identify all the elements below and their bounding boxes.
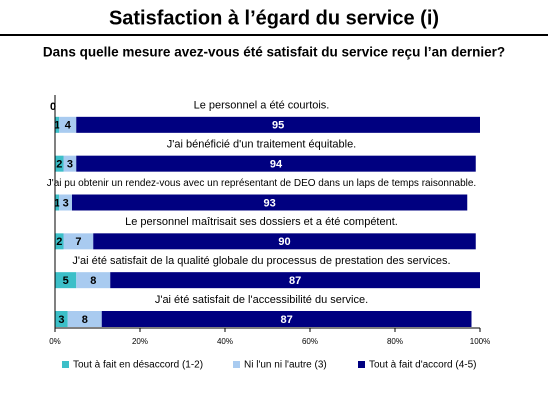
data-label: 8 xyxy=(82,314,88,326)
data-label: 1 xyxy=(54,197,60,209)
legend-label: Tout à fait d'accord (4-5) xyxy=(369,360,477,371)
data-label: 3 xyxy=(58,314,64,326)
category-label: J'ai été satisfait de la qualité globale… xyxy=(72,255,450,267)
data-label: 5 xyxy=(63,275,69,287)
data-label: 3 xyxy=(63,197,69,209)
bar-segment xyxy=(76,116,480,133)
legend-swatch xyxy=(233,361,240,368)
data-label: 90 xyxy=(278,236,290,248)
data-label: 95 xyxy=(272,120,284,132)
bar-segment xyxy=(63,155,77,172)
bar-segment xyxy=(67,311,102,327)
data-label: 4 xyxy=(65,120,72,132)
bar-segment xyxy=(55,233,64,250)
bar-segment xyxy=(59,116,77,133)
category-label: J'ai été satisfait de l'accessibilité du… xyxy=(155,294,368,306)
legend-swatch xyxy=(358,361,365,368)
data-label: 8 xyxy=(90,275,96,287)
data-label: 93 xyxy=(264,197,276,209)
bar-segment xyxy=(59,194,72,211)
data-label: 2 xyxy=(56,159,62,171)
x-tick-label: 20% xyxy=(132,337,148,346)
bar-segment xyxy=(55,116,60,133)
category-label: Le personnel maîtrisait ses dossiers et … xyxy=(125,216,398,228)
data-label: 87 xyxy=(289,275,301,287)
data-label: 87 xyxy=(281,314,293,326)
bar-segment xyxy=(72,194,468,211)
x-tick-label: 60% xyxy=(302,337,318,346)
bar-segment xyxy=(55,272,77,289)
data-label: 3 xyxy=(67,159,73,171)
data-label: 1 xyxy=(54,120,60,132)
category-label: J'ai pu obtenir un rendez-vous avec un r… xyxy=(47,178,476,189)
category-label: Le personnel a été courtois. xyxy=(194,100,330,112)
legend-label: Ni l'un ni l'autre (3) xyxy=(244,360,327,371)
data-label: 7 xyxy=(75,236,81,248)
data-label: 94 xyxy=(270,159,283,171)
bar-segment xyxy=(110,272,480,289)
legend-swatch xyxy=(62,361,69,368)
data-label: 2 xyxy=(56,236,62,248)
legend-label: Tout à fait en désaccord (1-2) xyxy=(73,360,203,371)
bar-segment xyxy=(101,311,472,327)
chart-title: Satisfaction à l’égard du service (i) xyxy=(109,7,439,29)
x-tick-label: 100% xyxy=(470,337,490,346)
x-tick-label: 40% xyxy=(217,337,233,346)
x-tick-label: 0% xyxy=(49,337,61,346)
annotation: 0 xyxy=(50,101,56,113)
bar-segment xyxy=(93,233,476,250)
bar-segment xyxy=(55,155,64,172)
bar-segment xyxy=(76,272,111,289)
chart-subtitle: Dans quelle mesure avez-vous été satisfa… xyxy=(43,45,505,60)
category-label: J'ai bénéficié d'un traitement équitable… xyxy=(167,139,357,151)
x-tick-label: 80% xyxy=(387,337,403,346)
bar-segment xyxy=(55,311,68,327)
bar-segment xyxy=(76,155,476,172)
bar-segment xyxy=(55,194,60,211)
bar-segment xyxy=(63,233,94,250)
